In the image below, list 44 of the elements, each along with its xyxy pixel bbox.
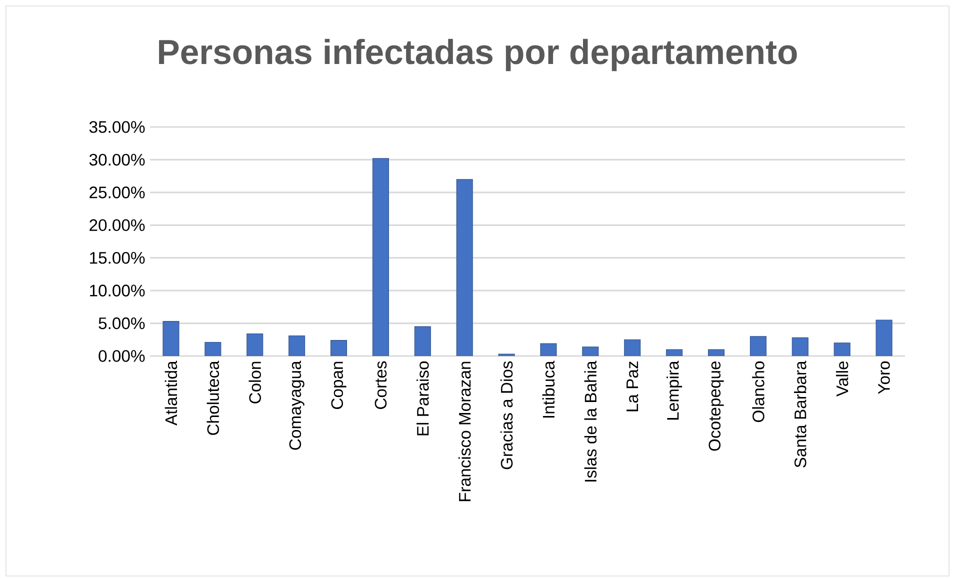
- bar: [792, 337, 808, 356]
- bar: [456, 179, 473, 356]
- x-tick-label: Choluteca: [206, 360, 220, 435]
- x-tick-label: Comayagua: [289, 360, 304, 450]
- x-tick-label: Islas de la Bahia: [584, 360, 597, 482]
- x-tick-label: Lempira: [666, 360, 682, 420]
- x-tick-label: Atlantida: [164, 360, 178, 426]
- bar: [204, 342, 222, 356]
- x-tick-label: Intibuca: [542, 360, 555, 418]
- x-tick-label: Santa Barbara: [794, 360, 806, 468]
- y-tick-label: 35.00%: [89, 121, 145, 133]
- bar: [624, 339, 641, 356]
- y-tick-label: 5.00%: [98, 317, 145, 330]
- x-tick-label: La Paz: [626, 362, 638, 412]
- bar: [414, 326, 431, 356]
- y-tick-label: 30.00%: [89, 154, 145, 166]
- x-tick-label: Valle: [836, 361, 848, 396]
- bar: [750, 336, 766, 356]
- x-tick-label: Copan: [331, 362, 346, 409]
- x-tick-label: Cortes: [374, 361, 387, 409]
- y-tick-label: 0.00%: [98, 350, 145, 362]
- x-tick-label: El Paraiso: [416, 361, 429, 436]
- y-tick-label: 20.00%: [90, 219, 145, 232]
- bar: [162, 321, 180, 356]
- x-tick-label: Gracias a Dios: [500, 361, 513, 470]
- x-tick-label: Colon: [248, 362, 261, 404]
- y-tick-label: 10.00%: [90, 284, 145, 296]
- bar: [834, 342, 850, 356]
- bar: [330, 340, 348, 356]
- bar: [708, 349, 725, 356]
- bar: [288, 335, 306, 356]
- y-tick-label: 25.00%: [90, 186, 145, 198]
- x-tick-label: Yoro: [878, 361, 890, 394]
- chart-title: Personas infectadas por departamento: [159, 38, 797, 72]
- bar: [666, 349, 683, 356]
- x-tick-label: Francisco Morazan: [458, 362, 471, 502]
- bar: [540, 343, 557, 356]
- bar: [246, 333, 264, 356]
- x-tick-label: Olancho: [752, 361, 764, 422]
- bar: [876, 320, 892, 356]
- bar: [372, 158, 389, 356]
- y-tick-label: 15.00%: [90, 252, 145, 264]
- bar: [582, 346, 599, 356]
- x-tick-label: Ocotepeque: [708, 361, 724, 451]
